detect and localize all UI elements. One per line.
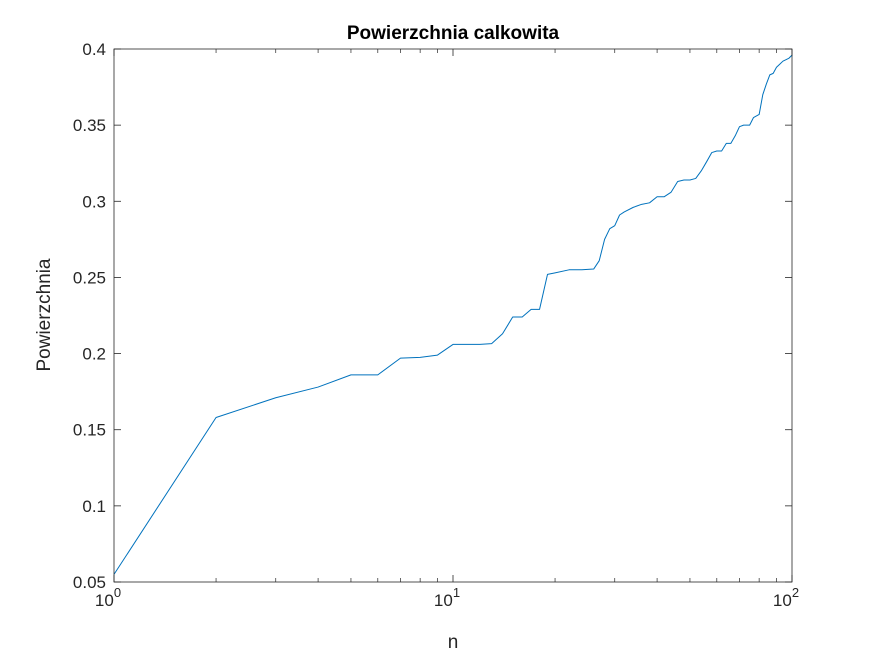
y-tick-label: 0.3 — [82, 192, 106, 211]
y-axis-label: Powierzchnia — [34, 258, 55, 371]
x-axis-label: n — [448, 632, 459, 653]
series-line — [113, 54, 793, 575]
x-tick-label: 101 — [434, 585, 460, 610]
plot-area — [114, 49, 792, 582]
x-tick-exponent: 0 — [114, 585, 121, 600]
y-tick-label: 0.25 — [73, 268, 106, 287]
x-tick-exponent: 1 — [453, 585, 460, 600]
x-tick-label: 102 — [773, 585, 799, 610]
y-tick-label: 0.4 — [82, 40, 106, 59]
series-layer — [113, 54, 793, 575]
y-tick-label: 0.35 — [73, 116, 106, 135]
y-tick-label: 0.1 — [82, 497, 106, 516]
x-tick-exponent: 2 — [792, 585, 799, 600]
chart-title: Powierzchnia calkowita — [347, 23, 560, 44]
y-tick-label: 0.05 — [73, 573, 106, 592]
y-tick-label: 0.15 — [73, 421, 106, 440]
y-tick-label: 0.2 — [82, 345, 106, 364]
